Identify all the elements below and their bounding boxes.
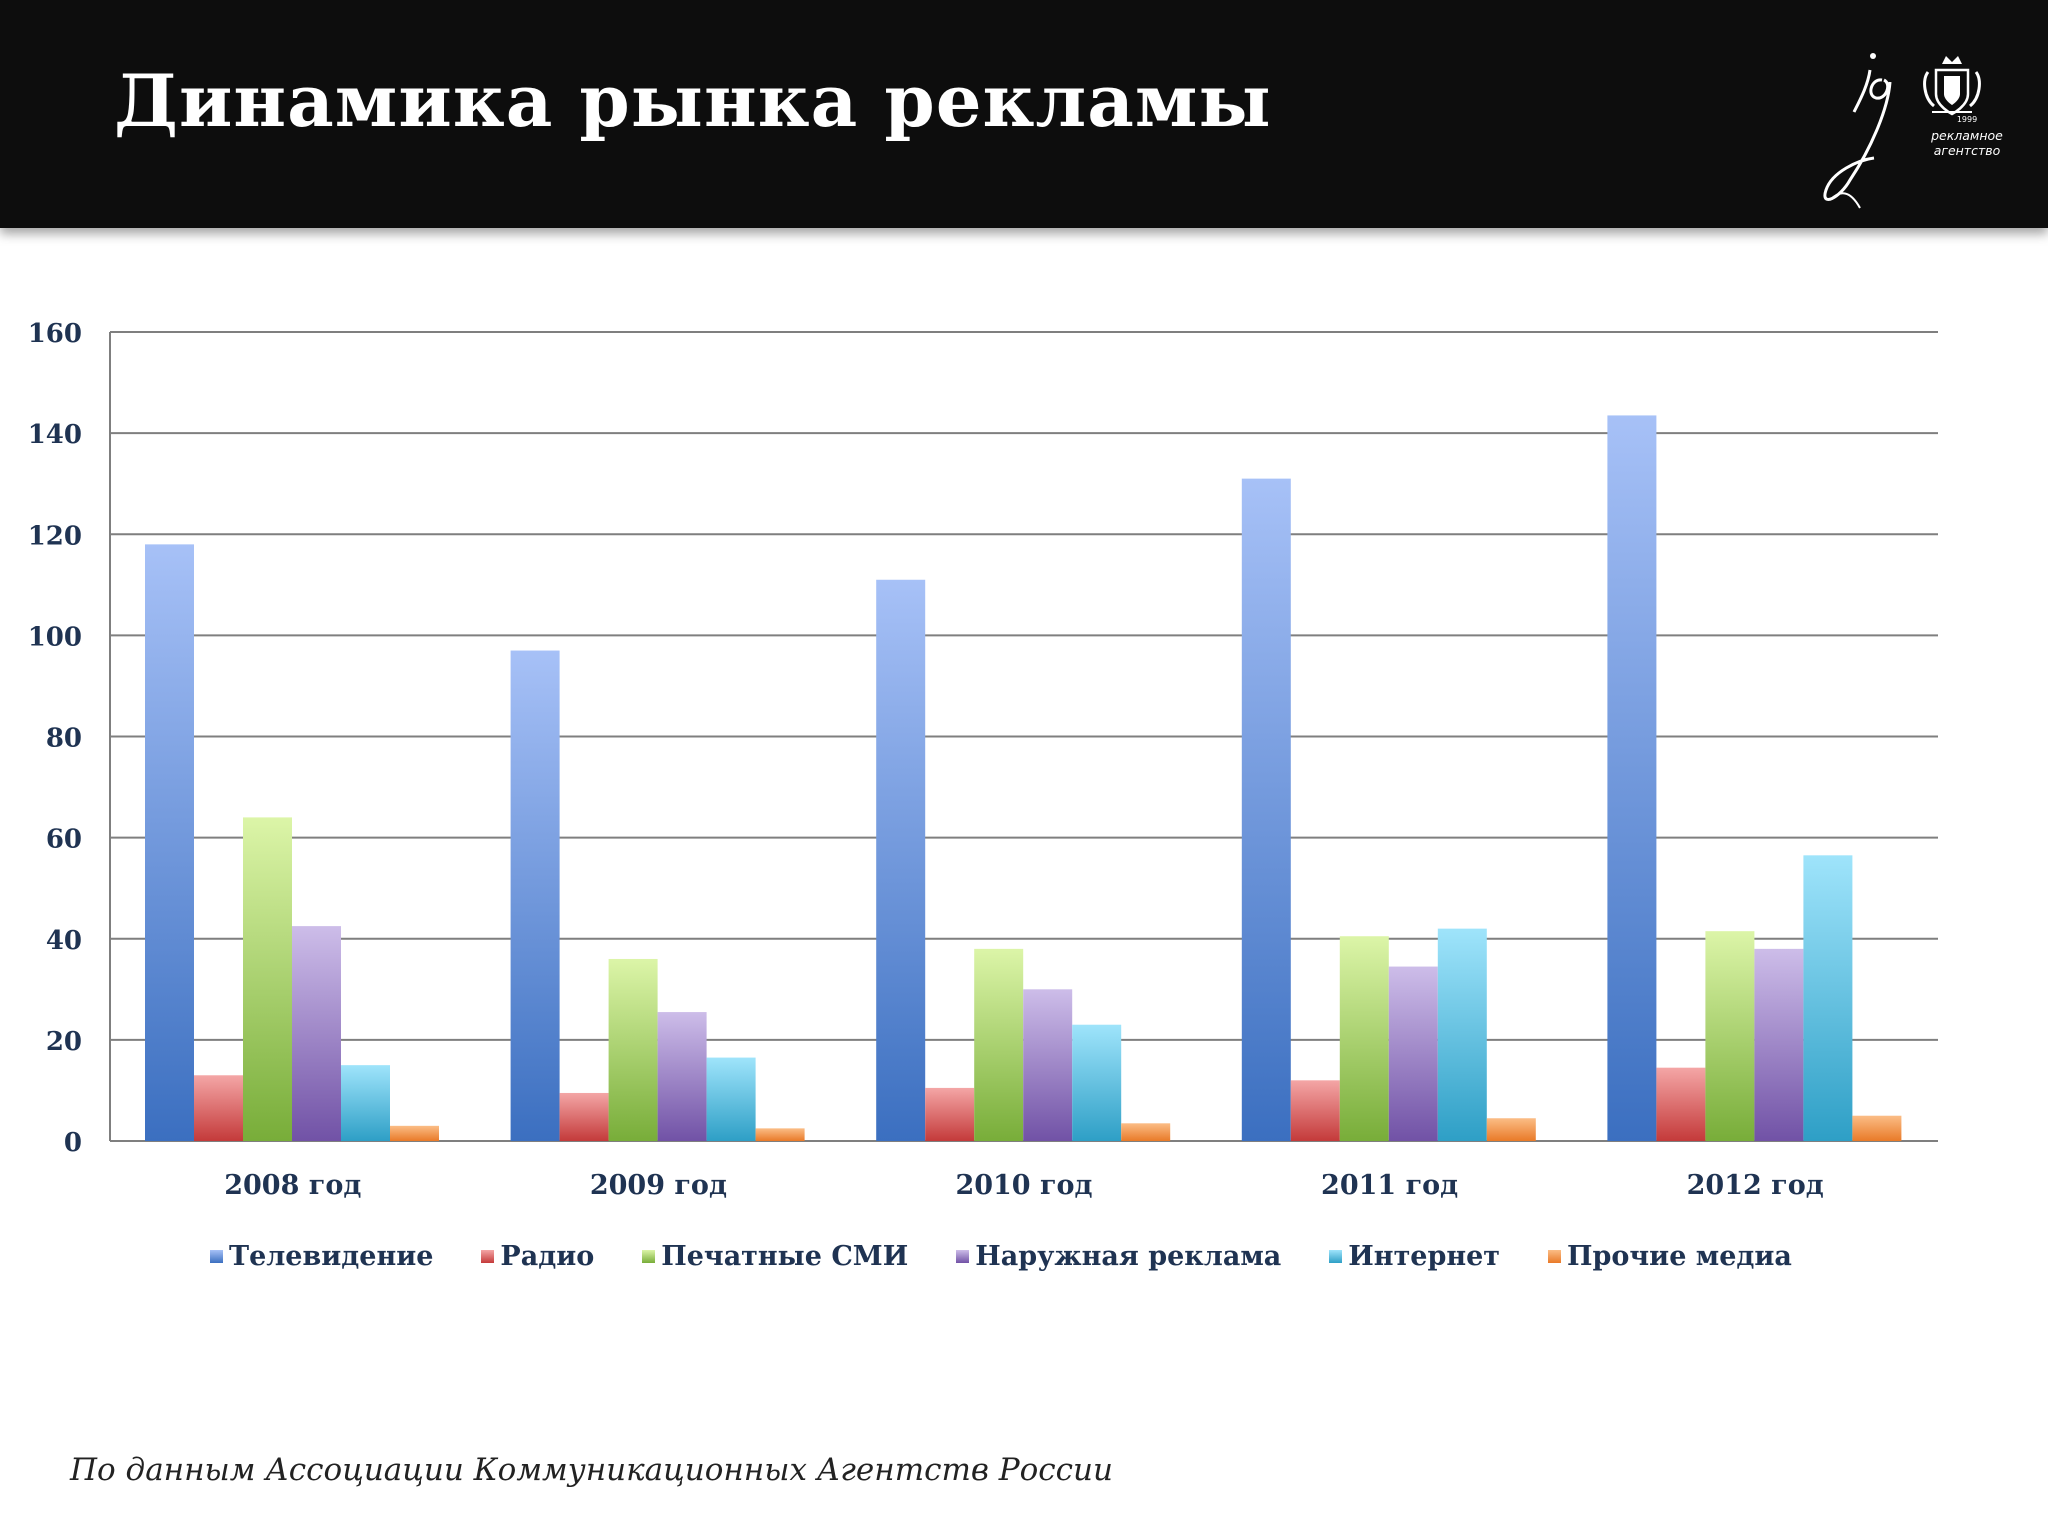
legend-swatch bbox=[642, 1249, 656, 1263]
bar-Наружная реклама-2010 год bbox=[1023, 989, 1073, 1141]
bar-Интернет-2008 год bbox=[341, 1065, 390, 1141]
bar-Телевидение-2009 год bbox=[510, 650, 560, 1141]
y-axis-ticks: 0 20 40 60 80 100 120 140 160 bbox=[28, 319, 82, 1158]
y-tick-label: 40 bbox=[46, 926, 82, 956]
logo-year: 1999 bbox=[1956, 115, 1978, 124]
bar-Прочие медиа-2009 год bbox=[755, 1128, 805, 1141]
logo-caption-line-1: рекламное bbox=[1931, 128, 2003, 143]
bar-Прочие медиа-2012 год bbox=[1852, 1115, 1902, 1141]
bar-Печатные СМИ-2009 год bbox=[608, 958, 658, 1141]
chart-bars bbox=[145, 415, 1902, 1142]
legend-item: Интернет bbox=[1329, 1241, 1500, 1272]
bar-Радио-2010 год bbox=[925, 1087, 975, 1141]
y-tick-label: 60 bbox=[46, 825, 82, 855]
y-tick-label: 20 bbox=[46, 1027, 82, 1057]
bar-Прочие медиа-2010 год bbox=[1121, 1123, 1171, 1141]
bar-Прочие медиа-2011 год bbox=[1486, 1118, 1536, 1141]
bar-Печатные СМИ-2008 год bbox=[243, 817, 292, 1141]
legend-label: Прочие медиа bbox=[1567, 1240, 1792, 1272]
page-title: Динамика рынка рекламы bbox=[114, 58, 1272, 143]
x-tick-label: 2009 год bbox=[590, 1170, 727, 1201]
bar-Телевидение-2008 год bbox=[145, 544, 194, 1141]
legend-label: Радио bbox=[500, 1240, 595, 1272]
data-source-note: По данным Ассоциации Коммуникационных Аг… bbox=[70, 1452, 1113, 1488]
legend-item: Наружная реклама bbox=[956, 1241, 1281, 1272]
bar-Радио-2008 год bbox=[194, 1075, 243, 1141]
bar-Интернет-2009 год bbox=[706, 1057, 756, 1141]
legend-swatch bbox=[956, 1249, 970, 1263]
legend-item: Радио bbox=[481, 1241, 594, 1272]
x-tick-label: 2008 год bbox=[224, 1170, 361, 1201]
legend-label: Интернет bbox=[1348, 1240, 1501, 1272]
bar-Наружная реклама-2008 год bbox=[292, 926, 341, 1141]
legend-item: Прочие медиа bbox=[1548, 1241, 1792, 1272]
bar-Печатные СМИ-2012 год bbox=[1705, 931, 1755, 1141]
legend-swatch bbox=[1548, 1249, 1562, 1263]
y-tick-label: 160 bbox=[28, 319, 82, 349]
legend-swatch bbox=[481, 1249, 495, 1263]
y-tick-label: 140 bbox=[28, 420, 82, 450]
legend-item: Печатные СМИ bbox=[642, 1241, 908, 1272]
y-tick-label: 100 bbox=[28, 622, 82, 652]
bar-Интернет-2010 год bbox=[1072, 1024, 1122, 1141]
chart-legend: Телевидение Радио Печатные СМИ Наружная рек… bbox=[210, 1236, 1792, 1276]
x-tick-label: 2011 год bbox=[1321, 1170, 1458, 1201]
logo-caption-line-2: агентство bbox=[1933, 143, 2001, 158]
legend-swatch bbox=[1329, 1249, 1343, 1263]
bar-Печатные СМИ-2011 год bbox=[1339, 936, 1389, 1141]
bar-Телевидение-2012 год bbox=[1607, 415, 1657, 1142]
bar-Наружная реклама-2009 год bbox=[657, 1012, 707, 1141]
bar-Прочие медиа-2008 год bbox=[390, 1125, 439, 1141]
chart-gridlines bbox=[109, 331, 1938, 1142]
y-tick-label: 120 bbox=[28, 521, 82, 551]
bar-Наружная реклама-2012 год bbox=[1754, 948, 1804, 1141]
legend-swatch bbox=[210, 1249, 223, 1263]
logo-caption: рекламное агентство bbox=[1912, 128, 2022, 158]
bar-Телевидение-2011 год bbox=[1241, 478, 1291, 1142]
bar-Радио-2009 год bbox=[559, 1092, 609, 1141]
bar-Наружная реклама-2011 год bbox=[1388, 966, 1438, 1141]
x-tick-label: 2010 год bbox=[955, 1170, 1092, 1201]
bar-Печатные СМИ-2010 год bbox=[974, 948, 1024, 1141]
header-bar: Динамика рынка рекламы 1999 рекламное аг… bbox=[0, 0, 2048, 228]
legend-label: Печатные СМИ bbox=[661, 1240, 909, 1272]
bar-Радио-2011 год bbox=[1290, 1080, 1340, 1141]
agency-logo bbox=[1823, 53, 1981, 209]
x-tick-label: 2012 год bbox=[1687, 1170, 1824, 1201]
legend-label: Наружная реклама bbox=[975, 1240, 1282, 1272]
legend-label: Телевидение bbox=[229, 1240, 434, 1272]
bar-Интернет-2012 год bbox=[1803, 855, 1853, 1141]
bar-Интернет-2011 год bbox=[1437, 928, 1487, 1141]
bar-Телевидение-2010 год bbox=[876, 579, 926, 1141]
x-axis-ticks: 2008 год 2009 год 2010 год 2011 год 2012 год bbox=[224, 1170, 1824, 1201]
bar-Радио-2012 год bbox=[1656, 1067, 1706, 1141]
y-tick-label: 80 bbox=[46, 724, 82, 754]
legend-item: Телевидение bbox=[210, 1241, 433, 1272]
y-tick-label: 0 bbox=[64, 1128, 82, 1158]
